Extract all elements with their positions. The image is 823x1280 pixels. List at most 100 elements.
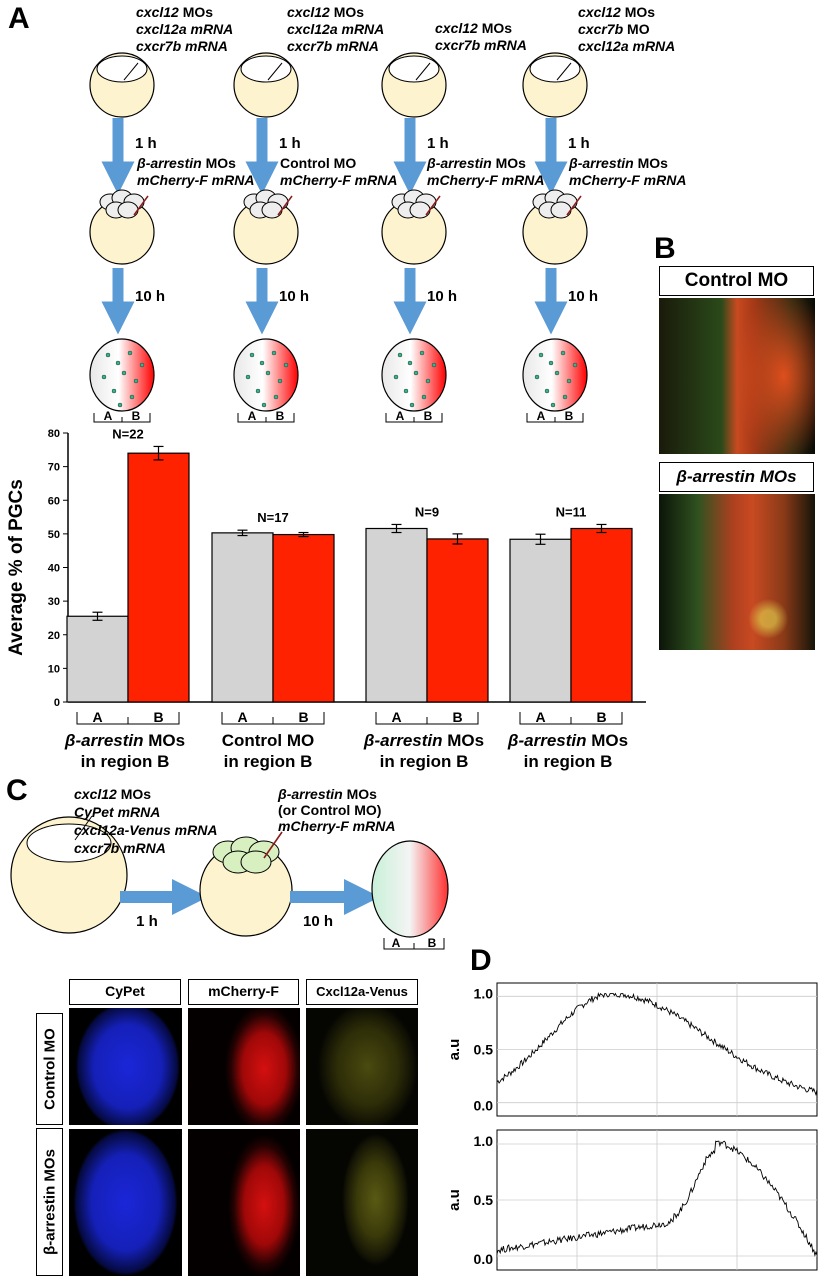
condition-line-1: Control MO [221,731,315,750]
category-label: B [596,709,606,725]
injection-1-line: cxcl12a mRNA [136,21,234,37]
pgc-dot [534,374,540,380]
y-tick-label: 0.5 [474,1192,494,1208]
time-label-10h: 10 h [427,288,457,305]
y-tick-label: 50 [48,529,60,541]
n-label: N=11 [556,504,587,519]
y-tick-label: 40 [48,563,60,575]
bar [426,538,489,703]
embryo-gradient [89,338,155,412]
injection-2-line: mCherry-F mRNA [427,172,545,188]
category-label: A [92,709,102,725]
y-tick-label: 70 [48,462,60,474]
panel-b-label-control: Control MO [659,266,814,296]
injection-2-line: Control MO [280,155,357,171]
row-label-control: Control MO [36,1013,63,1125]
n-label: N=22 [112,426,143,441]
n-label: N=9 [415,504,439,519]
profile-plot-1: 1.0 0.5 0.0 a.u [446,982,818,1117]
injection-2-line: mCherry-F mRNA [569,172,687,188]
blastomere [117,201,139,219]
y-tick-label: 60 [48,495,60,507]
pgc-dot [265,370,271,376]
y-tick-label: 10 [48,663,60,675]
blastomere [240,850,272,874]
region-a-label: A [248,409,257,423]
injection-1-line: cxcr7b mRNA [136,38,228,54]
y-tick-label: 80 [48,428,60,440]
injection-1-line: cxcl12a mRNA [287,21,385,37]
pgc-dot [121,370,127,376]
embryo-gradient [371,840,449,938]
injection-2-line: β-arrestin MOs [278,786,377,802]
needle [556,62,572,81]
category-label: A [535,709,545,725]
category-label: B [452,709,462,725]
pgc-dot [403,388,409,394]
category-bracket [76,712,180,725]
injection-1-line: cxcr7b mRNA [435,37,527,53]
bar [365,527,428,703]
row-label-arrestin-text: β-arrestin MOs [41,1149,58,1255]
panel-label-c: C [6,774,28,807]
profile-plot-2: 1.0 0.5 0.0 a.u [446,1129,818,1271]
region-bracket [385,413,443,423]
injection-2-line: (or Control MO) [278,802,382,818]
y-tick-label: 0 [54,697,60,709]
y-axis-label: Average % of PGCs [6,479,27,656]
time-label-1h: 1 h [427,135,449,152]
cytoplasm [529,55,581,83]
region-bracket [93,413,151,423]
needle-red [277,195,293,216]
injection-1-line: cxcl12 MOs [578,4,656,20]
region-b-label: B [565,409,574,423]
image-control-mcherry [188,1008,300,1125]
pgc-dot [550,402,556,408]
needle [74,815,93,841]
y-tick-label: 20 [48,630,60,642]
time-label-1h: 1 h [279,135,301,152]
cytoplasm [26,823,112,863]
injection-2-line: β-arrestin MOs [569,155,668,171]
cytoplasm [96,55,148,83]
time-label-10h: 10 h [303,913,333,930]
row-label-arrestin: β-arrestin MOs [36,1128,63,1276]
injection-1-line: cxcl12a mRNA [578,38,676,54]
needle-red [425,195,441,216]
pgc-dot [115,360,121,366]
category-bracket [221,712,325,725]
y-tick-label: 30 [48,596,60,608]
pgc-dot [397,352,403,358]
panel-b-label-arrestin: β-arrestin MOs [659,462,814,492]
needle-red [263,831,283,859]
pgc-dot [554,370,560,376]
panel-label-b: B [654,232,676,265]
category-label: A [391,709,401,725]
embryo-gradient [522,338,588,412]
region-b-label: B [276,409,285,423]
blastomere [550,201,572,219]
pgc-dot [562,394,568,400]
blastomere [261,201,283,219]
needle [415,62,431,81]
pgc-dot [409,402,415,408]
image-arrestin-cypet [69,1129,182,1276]
pgc-dot [129,394,135,400]
region-a-label: A [537,409,546,423]
cytoplasm [240,55,292,83]
injection-1-line: cxcr7b mRNA [74,840,166,856]
pgc-dot [245,374,251,380]
y-tick-label: 1.0 [474,986,494,1002]
pgc-dot [548,360,554,366]
injection-1-line: cxcl12a-Venus mRNA [74,822,218,838]
embryo-gradient [381,338,447,412]
injection-1-line: cxcr7b mRNA [287,38,379,54]
pgc-dot [105,352,111,358]
y-tick-label: 0.0 [474,1097,494,1113]
region-a-label: A [396,409,405,423]
time-label-10h: 10 h [135,288,165,305]
needle [123,62,139,81]
y-tick-label: 0.5 [474,1042,494,1058]
time-label-1h: 1 h [135,135,157,152]
injection-1-line: cxcl12 MOs [136,4,214,20]
